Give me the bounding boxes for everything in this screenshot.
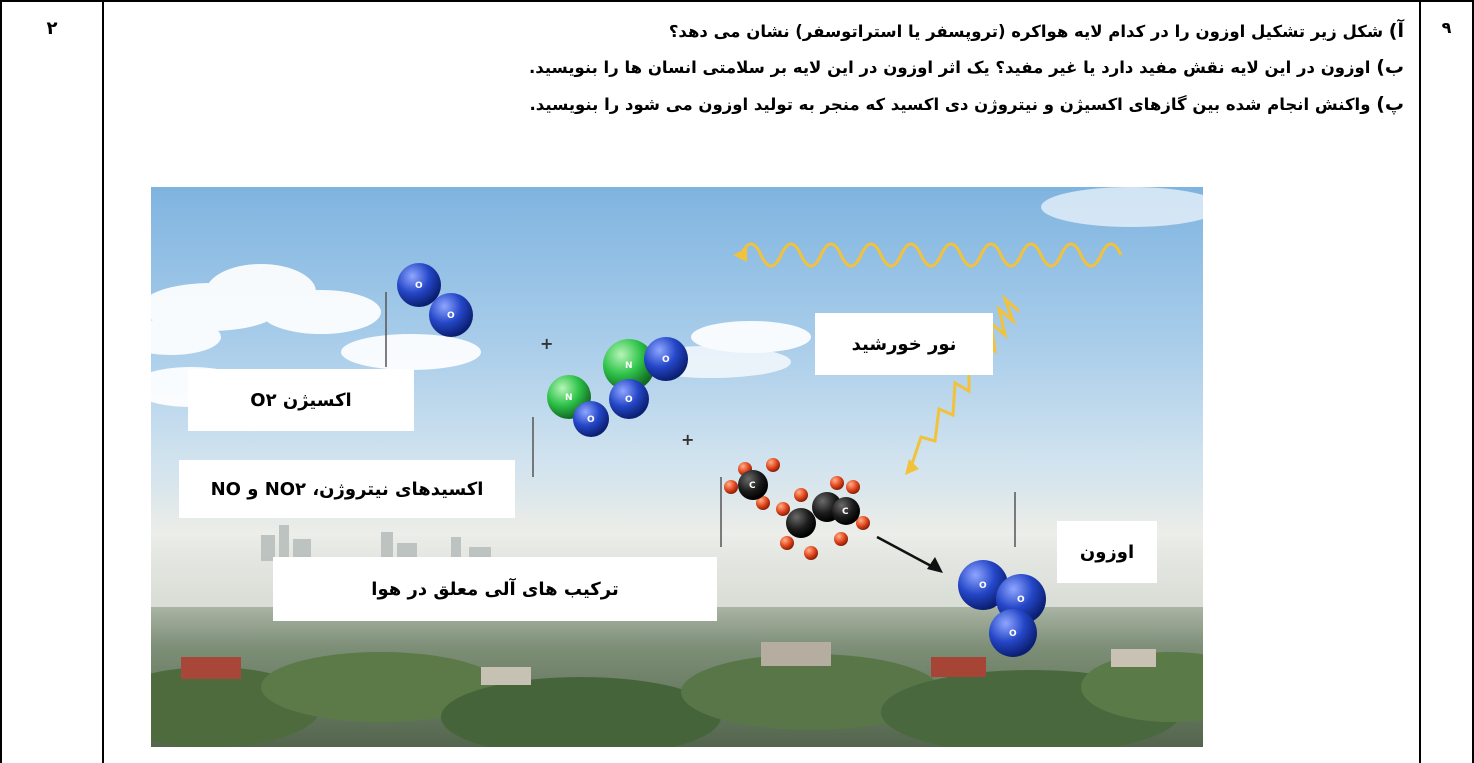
nitrogen-dioxide-molecule: N O O	[603, 337, 688, 419]
question-number-cell: ۹	[1441, 18, 1452, 37]
label-organic-compounds: ترکیب های آلی معلق در هوا	[273, 557, 717, 621]
ozone-formation-figure: O O N O O N O + +	[151, 187, 1203, 747]
svg-text:O: O	[415, 281, 423, 291]
svg-text:C: C	[749, 481, 756, 491]
svg-text:O: O	[625, 395, 633, 405]
svg-text:C: C	[842, 507, 849, 517]
svg-text:O: O	[1017, 595, 1025, 605]
question-part-a: آ) شکل زیر تشکیل اوزون را در کدام لایه ه…	[104, 20, 1404, 42]
table-border-right	[1472, 0, 1474, 763]
svg-text:O: O	[447, 311, 455, 321]
svg-text:N: N	[625, 361, 633, 371]
svg-text:O: O	[1009, 629, 1017, 639]
sunlight-arrowhead-top	[733, 248, 747, 262]
svg-text:N: N	[565, 393, 573, 403]
question-part-p: پ) واکنش انجام شده بین گازهای اکسیژن و ن…	[104, 93, 1404, 115]
part-b-text: اوزون در این لایه نقش مفید دارد یا غیر م…	[529, 58, 1377, 77]
molecule-pointer-lines	[385, 292, 1016, 547]
treetops	[151, 642, 1203, 747]
city-skyline	[261, 525, 491, 563]
organic-compound-molecule-2: C	[776, 476, 870, 560]
plus-sign-1: +	[540, 334, 553, 353]
svg-text:O: O	[662, 355, 670, 365]
oxygen-molecule: O O	[397, 263, 473, 337]
question-part-b: ب) اوزون در این لایه نقش مفید دارد یا غی…	[104, 56, 1404, 78]
part-p-tag: پ)	[1376, 93, 1404, 115]
score-column-divider	[102, 0, 104, 763]
reaction-arrow-head	[927, 557, 943, 573]
ozone-molecule: O O O	[958, 560, 1046, 657]
table-border-left	[0, 0, 2, 763]
plus-sign-2: +	[681, 430, 694, 449]
sunlight-wave-top	[739, 242, 1123, 268]
label-sunlight: نور خورشید	[815, 313, 993, 375]
label-nitrogen-oxides: اکسیدهای نیتروژن، NO۲ و NO	[179, 460, 515, 518]
nitric-oxide-molecule: N O	[547, 375, 609, 437]
label-ozone: اوزون	[1057, 521, 1157, 583]
part-a-text: شکل زیر تشکیل اوزون را در کدام لایه هواک…	[668, 22, 1389, 41]
label-oxygen: اکسیژن O۲	[188, 369, 414, 431]
reaction-arrow-line	[876, 535, 934, 569]
sunlight-arrowhead-diag	[905, 459, 919, 475]
part-a-tag: آ)	[1388, 20, 1404, 42]
part-b-tag: ب)	[1376, 56, 1404, 78]
score-cell: ۲	[46, 18, 58, 39]
organic-compound-molecule-1: C	[724, 458, 780, 510]
svg-text:O: O	[587, 415, 595, 425]
part-p-text: واکنش انجام شده بین گازهای اکسیژن و نیتر…	[529, 95, 1377, 114]
svg-text:O: O	[979, 581, 987, 591]
table-top-border	[0, 0, 1474, 2]
number-column-divider	[1419, 0, 1421, 763]
